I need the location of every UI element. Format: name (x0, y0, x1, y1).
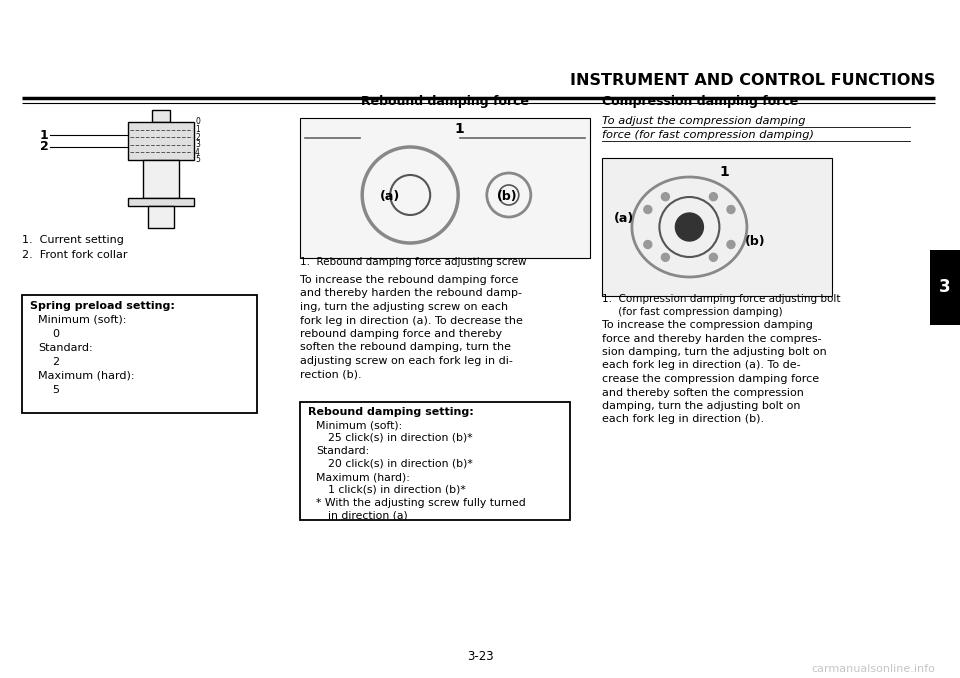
Bar (300, 118, 590, 258)
Text: Minimum (soft):: Minimum (soft): (316, 420, 402, 430)
Text: each fork leg in direction (a). To de-: each fork leg in direction (a). To de- (602, 361, 801, 370)
Text: and thereby harden the rebound damp-: and thereby harden the rebound damp- (300, 289, 522, 298)
Text: 1.  Current setting: 1. Current setting (22, 235, 124, 245)
Text: (b): (b) (745, 235, 765, 248)
Text: To adjust the compression damping: To adjust the compression damping (602, 116, 805, 126)
Text: To increase the compression damping: To increase the compression damping (602, 320, 813, 330)
Text: 20 click(s) in direction (b)*: 20 click(s) in direction (b)* (328, 459, 472, 469)
Text: (b): (b) (497, 190, 517, 203)
Text: 2: 2 (195, 133, 200, 142)
Text: rebound damping force and thereby: rebound damping force and thereby (300, 329, 502, 339)
Bar (128, 198, 194, 206)
Text: Standard:: Standard: (316, 446, 370, 456)
Text: 25 click(s) in direction (b)*: 25 click(s) in direction (b)* (328, 433, 472, 443)
Text: 1 click(s) in direction (b)*: 1 click(s) in direction (b)* (328, 485, 466, 495)
Circle shape (727, 241, 735, 249)
Circle shape (661, 193, 669, 201)
Text: damping, turn the adjusting bolt on: damping, turn the adjusting bolt on (602, 401, 801, 411)
Text: rection (b).: rection (b). (300, 370, 362, 380)
Circle shape (709, 193, 717, 201)
Text: Rebound damping setting:: Rebound damping setting: (308, 407, 473, 417)
Text: Compression damping force: Compression damping force (602, 95, 799, 108)
Bar (143, 160, 179, 198)
Bar (148, 206, 174, 228)
Text: soften the rebound damping, turn the: soften the rebound damping, turn the (300, 342, 511, 353)
Text: (a): (a) (614, 212, 635, 225)
Circle shape (661, 254, 669, 261)
Text: crease the compression damping force: crease the compression damping force (602, 374, 819, 384)
Text: each fork leg in direction (b).: each fork leg in direction (b). (602, 414, 764, 424)
Text: sion damping, turn the adjusting bolt on: sion damping, turn the adjusting bolt on (602, 347, 827, 357)
Circle shape (644, 205, 652, 214)
Text: adjusting screw on each fork leg in di-: adjusting screw on each fork leg in di- (300, 356, 513, 366)
Text: 1: 1 (195, 125, 200, 134)
Text: 0: 0 (52, 329, 59, 339)
Text: To increase the rebound damping force: To increase the rebound damping force (300, 275, 518, 285)
Circle shape (727, 205, 735, 214)
Text: Standard:: Standard: (38, 343, 92, 353)
Text: ing, turn the adjusting screw on each: ing, turn the adjusting screw on each (300, 302, 508, 312)
Text: 4: 4 (195, 148, 200, 157)
Text: Spring preload setting:: Spring preload setting: (30, 301, 175, 311)
Text: fork leg in direction (a). To decrease the: fork leg in direction (a). To decrease t… (300, 315, 523, 325)
Text: 3-23: 3-23 (467, 650, 493, 663)
Text: force and thereby harden the compres-: force and thereby harden the compres- (602, 334, 822, 344)
Text: 5: 5 (52, 385, 59, 395)
Text: * With the adjusting screw fully turned: * With the adjusting screw fully turned (316, 498, 526, 508)
Text: force (for fast compression damping): force (for fast compression damping) (602, 130, 814, 140)
Bar (300, 402, 570, 520)
Text: 3: 3 (195, 140, 200, 149)
Text: carmanualsonline.info: carmanualsonline.info (811, 664, 935, 674)
Bar (152, 110, 170, 122)
Text: Rebound damping force: Rebound damping force (361, 95, 529, 108)
Bar (602, 158, 832, 296)
Text: 3: 3 (939, 279, 950, 296)
Text: Minimum (soft):: Minimum (soft): (38, 315, 127, 325)
Text: 1: 1 (40, 129, 49, 142)
Text: (a): (a) (380, 190, 400, 203)
Text: Maximum (hard):: Maximum (hard): (316, 472, 410, 482)
Text: and thereby soften the compression: and thereby soften the compression (602, 388, 804, 397)
Text: 1: 1 (719, 165, 730, 179)
Text: INSTRUMENT AND CONTROL FUNCTIONS: INSTRUMENT AND CONTROL FUNCTIONS (569, 73, 935, 88)
Text: Maximum (hard):: Maximum (hard): (38, 371, 134, 381)
Text: 1.  Compression damping force adjusting bolt: 1. Compression damping force adjusting b… (602, 294, 841, 304)
Text: (for fast compression damping): (for fast compression damping) (602, 307, 782, 317)
Bar (930, 250, 960, 325)
Text: 0: 0 (195, 117, 200, 127)
Text: 1.  Rebound damping force adjusting screw: 1. Rebound damping force adjusting screw (300, 257, 526, 267)
Text: 1: 1 (455, 122, 465, 136)
Circle shape (644, 241, 652, 249)
Circle shape (676, 213, 704, 241)
Text: 2: 2 (40, 140, 49, 153)
Text: 2.  Front fork collar: 2. Front fork collar (22, 250, 128, 260)
Circle shape (709, 254, 717, 261)
Bar (22, 295, 257, 413)
Text: in direction (a): in direction (a) (328, 511, 408, 521)
Bar (128, 122, 194, 160)
Text: 5: 5 (195, 155, 200, 165)
Text: 2: 2 (52, 357, 60, 367)
